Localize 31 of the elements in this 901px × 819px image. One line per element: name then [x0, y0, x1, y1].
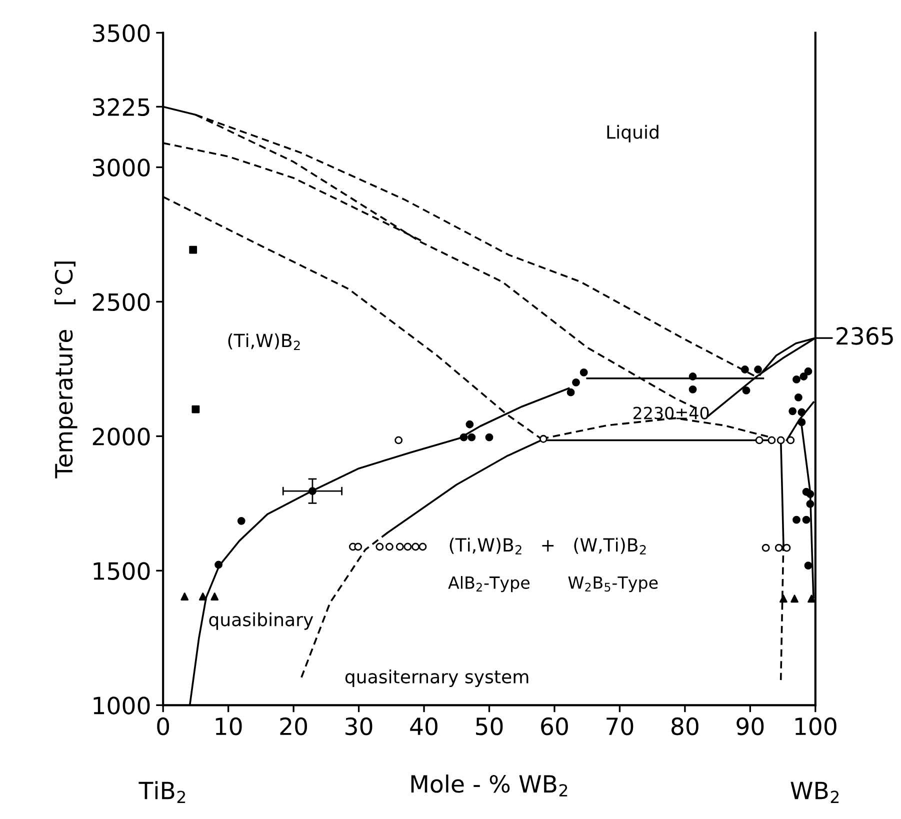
y-tick-label: 3500 — [92, 24, 150, 42]
x-tick-label: 90 — [736, 717, 764, 736]
x-tick-label: 40 — [410, 717, 438, 736]
y-tick-label: 2500 — [92, 293, 150, 312]
annotation: quasibinary — [209, 612, 314, 630]
y-axis-title: Temperature [°C] — [54, 262, 78, 478]
annotation: AlB$_{2}$-Type — [448, 576, 530, 592]
y-tick-label: 1000 — [94, 696, 150, 714]
x-tick-label: 60 — [541, 717, 568, 736]
x-tick-label: 30 — [346, 717, 372, 736]
x-tick-label: 70 — [606, 717, 634, 736]
annotation: 2230±40 — [633, 406, 709, 420]
annotation: 2365 — [836, 327, 893, 345]
annotation: (Ti,W)B$_{2}$ — [228, 333, 300, 350]
y-tick-label: 3000 — [92, 158, 150, 177]
text: TiB$_{2}$ — [138, 781, 186, 803]
x-tick-label: 80 — [672, 717, 698, 736]
y-tick-label: 1500 — [94, 562, 150, 580]
x-tick-label: 0 — [157, 717, 170, 736]
x-axis-title: Mole - % WB$_{2}$ — [411, 774, 568, 796]
y-tick-label: 3225 — [92, 98, 150, 116]
annotation: Liquid — [607, 124, 658, 142]
x-tick-label: 100 — [795, 717, 836, 736]
text: WB$_{2}$ — [790, 782, 839, 803]
text: (Ti,W)B$_{2}$ + (W,Ti)B$_{2}$ — [450, 538, 646, 554]
x-tick-label: 50 — [476, 717, 503, 736]
x-tick-label: 20 — [280, 717, 307, 736]
y-tick-label: 2000 — [92, 428, 150, 446]
x-tick-label: 10 — [216, 717, 242, 736]
annotation: quasiternary system — [345, 670, 528, 687]
annotation: W$_{2}$B$_{5}$-Type — [568, 576, 658, 592]
